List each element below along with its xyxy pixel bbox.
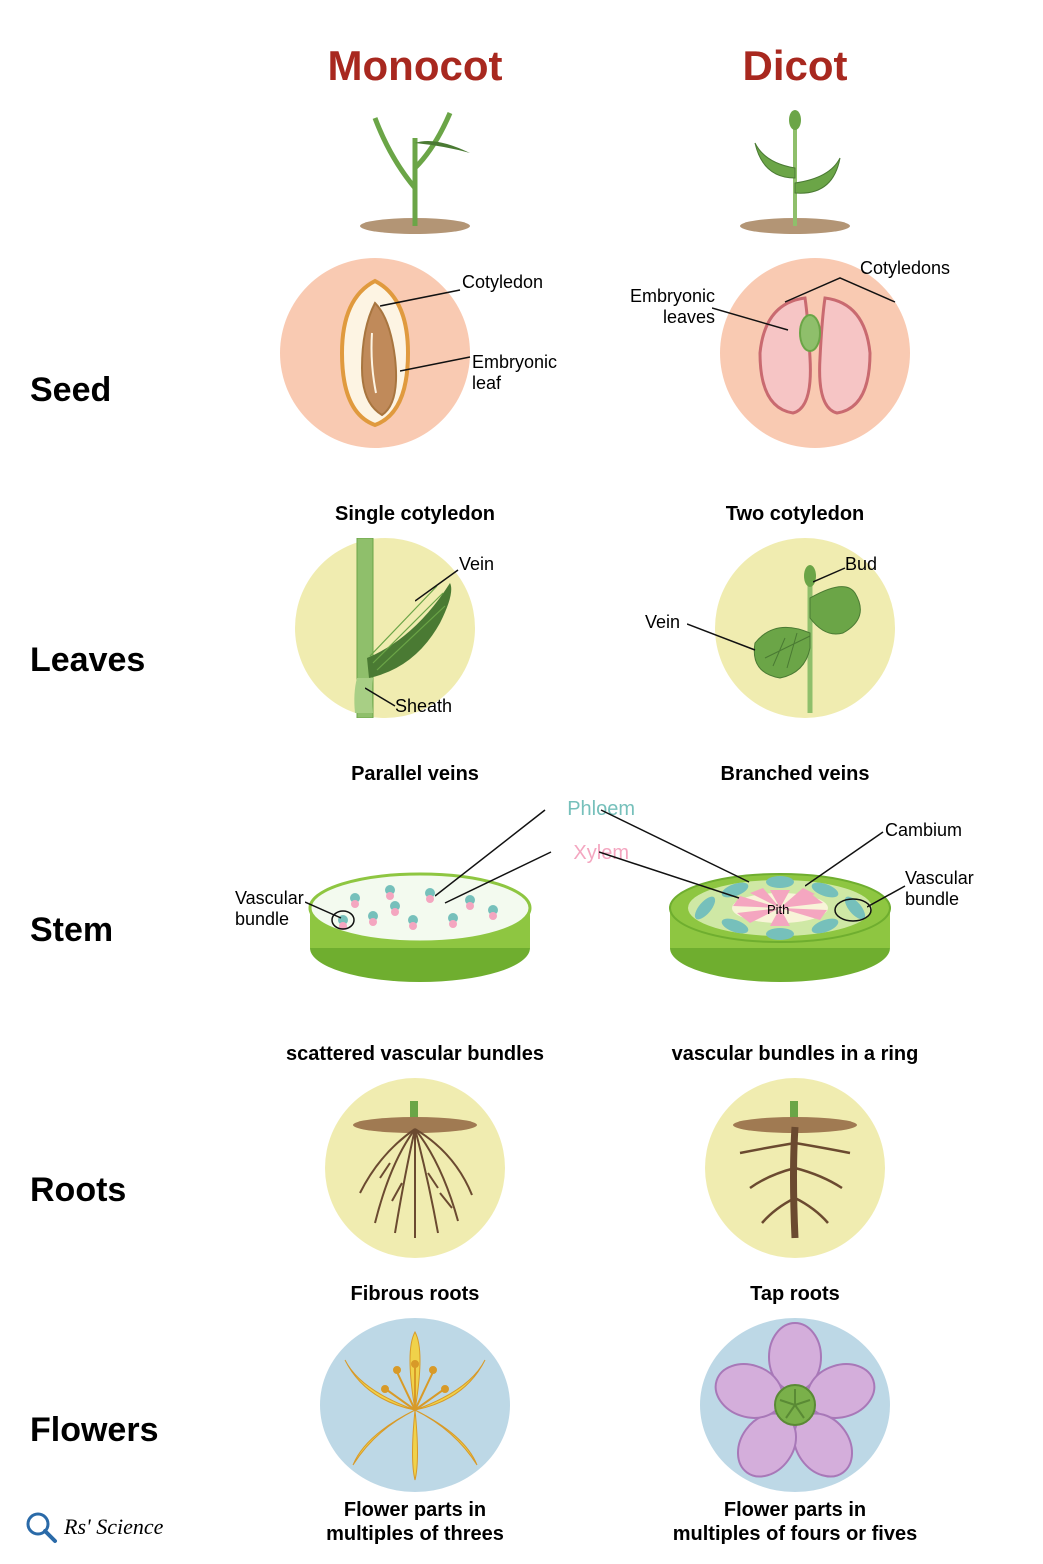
rowlabel-leaves: Leaves — [20, 530, 220, 790]
rowlabel-roots: Roots — [20, 1070, 220, 1310]
leaves-monocot: Vein Sheath Parallel veins — [230, 530, 600, 790]
roots-dicot: Tap roots — [610, 1070, 980, 1310]
roots-monocot: Fibrous roots — [230, 1070, 600, 1310]
label-sheath: Sheath — [395, 696, 452, 717]
caption-flowers-mono: Flower parts in multiples of threes — [326, 1498, 504, 1546]
leaves-dicot: Vein Bud Branched veins — [610, 530, 980, 790]
caption-leaves-di: Branched veins — [721, 762, 870, 786]
caption-flowers-di: Flower parts in multiples of fours or fi… — [673, 1498, 917, 1546]
stem-dicot: Cambium Vascular bundle Pith vascular bu… — [610, 790, 980, 1070]
plant-monocot — [230, 90, 600, 250]
seed-monocot: Cotyledon Embryonic leaf Single cotyledo… — [230, 250, 600, 530]
rowlabel-stem: Stem — [20, 790, 220, 1070]
header-dicot: Dicot — [610, 10, 980, 90]
label-embryonic-leaf: Embryonic leaf — [472, 352, 557, 394]
stem-monocot: Phloem Xylem — [230, 790, 600, 1070]
caption-seed-mono: Single cotyledon — [335, 502, 495, 526]
label-pith: Pith — [767, 902, 789, 917]
5petal-flower-icon — [710, 1320, 880, 1490]
fibrous-roots-icon — [330, 1083, 500, 1253]
caption-stem-mono: scattered vascular bundles — [286, 1042, 544, 1066]
label-vein-di: Vein — [645, 612, 680, 633]
watermark-text: Rs' Science — [64, 1514, 163, 1540]
label-cotyledon: Cotyledon — [462, 272, 543, 293]
tap-roots-icon — [710, 1083, 880, 1253]
plant-dicot — [610, 90, 980, 250]
caption-stem-di: vascular bundles in a ring — [672, 1042, 919, 1066]
magnifier-icon — [24, 1510, 58, 1544]
caption-roots-mono: Fibrous roots — [351, 1282, 480, 1306]
lily-flower-icon — [330, 1320, 500, 1490]
flowers-dicot: Flower parts in multiples of fours or fi… — [610, 1310, 980, 1550]
dicot-plant-icon — [715, 98, 875, 238]
rowlabel-seed: Seed — [20, 250, 220, 530]
header-monocot-title: Monocot — [328, 42, 503, 90]
label-embryonic-leaves: Embryonic leaves — [630, 286, 715, 328]
caption-roots-di: Tap roots — [750, 1282, 840, 1306]
caption-leaves-mono: Parallel veins — [351, 762, 479, 786]
header-dicot-title: Dicot — [743, 42, 848, 90]
label-vb-mono: Vascular bundle — [235, 888, 304, 930]
label-bud: Bud — [845, 554, 877, 575]
watermark: Rs' Science — [24, 1510, 163, 1544]
seed-dicot: Cotyledons Embryonic leaves Two cotyledo… — [610, 250, 980, 530]
label-cambium: Cambium — [885, 820, 962, 841]
comparison-grid: Monocot Dicot Seed — [0, 0, 1043, 1560]
label-vb-di: Vascular bundle — [905, 868, 974, 910]
monocot-plant-icon — [335, 98, 495, 238]
flowers-monocot: Flower parts in multiples of threes — [230, 1310, 600, 1550]
caption-seed-di: Two cotyledon — [726, 502, 865, 526]
label-vein-mono: Vein — [459, 554, 494, 575]
header-monocot: Monocot — [230, 10, 600, 90]
